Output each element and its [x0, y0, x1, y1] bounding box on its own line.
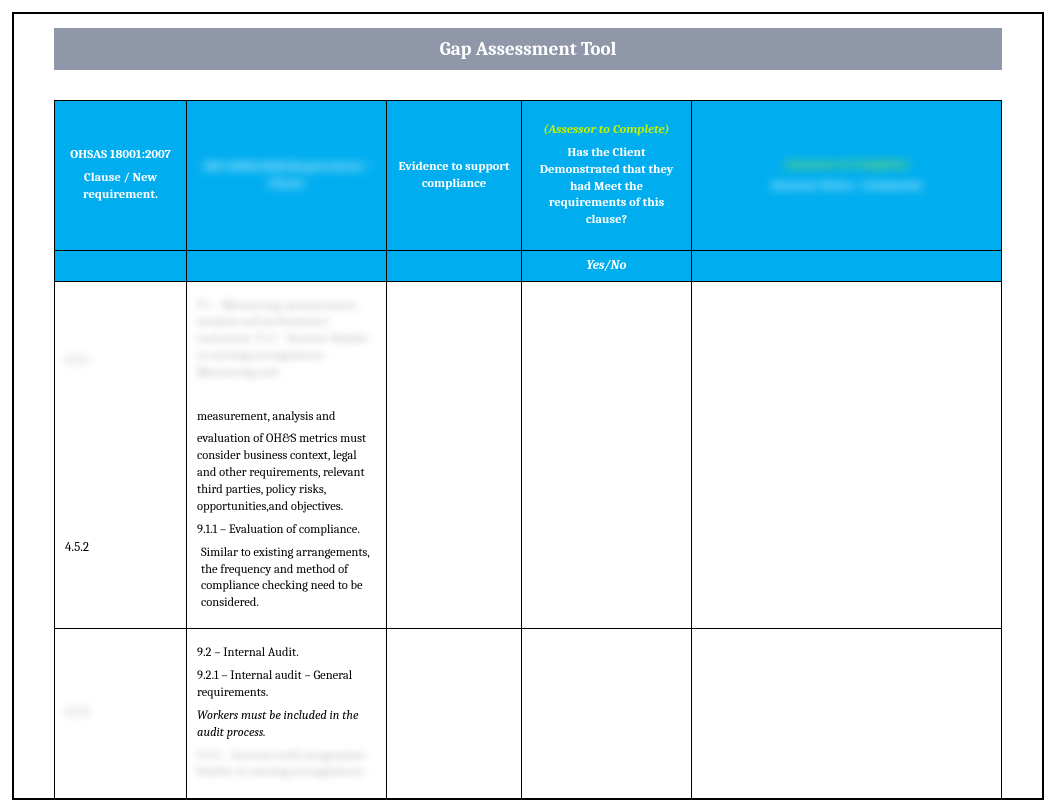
table-row: 4.5.1 4.5.2 9.1 – Monitoring, measuremen… — [55, 281, 1002, 629]
cell-evidence[interactable] — [387, 629, 522, 798]
cell-description: 9.1 – Monitoring, measurement, analysis … — [187, 281, 387, 629]
desc-hidden-top: 9.1 – Monitoring, measurement, analysis … — [197, 298, 376, 403]
col-header-ohsas: OHSAS 18001:2007 Clause / New requiremen… — [55, 101, 187, 251]
assessment-table: OHSAS 18001:2007 Clause / New requiremen… — [54, 100, 1002, 799]
cell-evidence[interactable] — [387, 281, 522, 629]
desc2-p2: 9.2.1 – Internal audit – General require… — [197, 668, 376, 702]
cell-yesno[interactable] — [522, 629, 692, 798]
cell-clause: 4.5.5 — [55, 629, 187, 798]
col-header-evidence: Evidence to support compliance — [387, 101, 522, 251]
desc-p4: Similar to existing arrangements, the fr… — [197, 545, 376, 613]
clause-hidden-2: 4.5.5 — [65, 704, 176, 722]
col-header-iso: ISO 45001:2018 Requirement / Clause — [187, 101, 387, 251]
assessment-table-wrap: OHSAS 18001:2007 Clause / New requiremen… — [54, 100, 1002, 799]
col-header-ohsas-line1: OHSAS 18001:2007 — [65, 147, 176, 164]
subhead-c3 — [387, 251, 522, 282]
desc2-hidden-bottom: 9.2.2 – Internal audit programme. Simila… — [197, 748, 376, 782]
desc-p3: 9.1.1 – Evaluation of compliance. — [197, 522, 376, 539]
subhead-c5 — [692, 251, 1002, 282]
col-header-comments-accent: (Assessor to Complete) — [702, 157, 991, 174]
col-header-assessor-note: (Assessor to Complete) — [532, 122, 681, 139]
subhead-yesno: Yes/No — [586, 258, 626, 273]
col-header-iso-hidden: ISO 45001:2018 Requirement / Clause — [204, 160, 369, 191]
col-header-demonstrated-text: Has the Client Demonstrated that they ha… — [540, 146, 674, 228]
col-header-demonstrated: (Assessor to Complete) Has the Client De… — [522, 101, 692, 251]
page-title-bar: Gap Assessment Tool — [54, 28, 1002, 70]
cell-clause: 4.5.1 4.5.2 — [55, 281, 187, 629]
col-header-comments: (Assessor to Complete) Assessor Notes / … — [692, 101, 1002, 251]
col-header-comments-hidden: Assessor Notes / Comments — [771, 179, 922, 193]
desc-p2: evaluation of OH&S metrics must consider… — [197, 431, 376, 515]
cell-comments[interactable] — [692, 281, 1002, 629]
cell-yesno[interactable] — [522, 281, 692, 629]
col-header-evidence-text: Evidence to support compliance — [399, 160, 510, 191]
clause-452: 4.5.2 — [65, 539, 176, 557]
clause-hidden: 4.5.1 — [65, 352, 176, 370]
table-header-row: OHSAS 18001:2007 Clause / New requiremen… — [55, 101, 1002, 251]
desc2-p3: Workers must be included in the audit pr… — [197, 708, 376, 742]
cell-comments[interactable] — [692, 629, 1002, 798]
table-subheader-row: Yes/No — [55, 251, 1002, 282]
subhead-c2 — [187, 251, 387, 282]
desc2-p1: 9.2 – Internal Audit. — [197, 645, 376, 662]
page-frame: Gap Assessment Tool OHSAS 18001:2007 Cla… — [12, 12, 1044, 800]
col-header-ohsas-line2: Clause / New requirement. — [65, 170, 176, 204]
subhead-c1 — [55, 251, 187, 282]
cell-description: 9.2 – Internal Audit. 9.2.1 – Internal a… — [187, 629, 387, 798]
table-row: 4.5.5 9.2 – Internal Audit. 9.2.1 – Inte… — [55, 629, 1002, 798]
subhead-c4: Yes/No — [522, 251, 692, 282]
desc-p1: measurement, analysis and — [197, 409, 376, 426]
page-title: Gap Assessment Tool — [440, 38, 617, 60]
